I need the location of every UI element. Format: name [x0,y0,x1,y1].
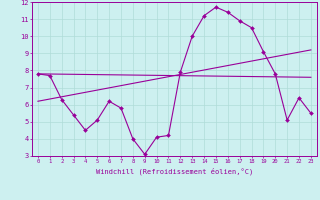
X-axis label: Windchill (Refroidissement éolien,°C): Windchill (Refroidissement éolien,°C) [96,167,253,175]
